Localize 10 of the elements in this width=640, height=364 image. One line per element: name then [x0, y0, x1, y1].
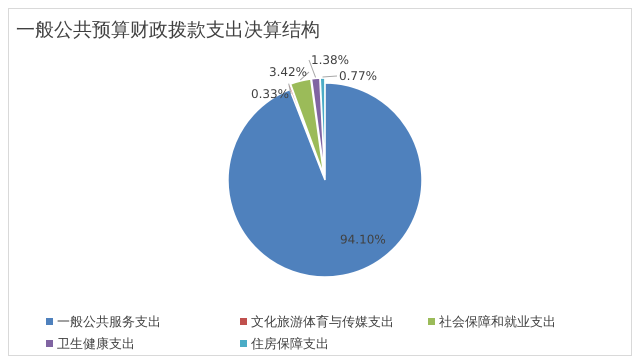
legend-label: 文化旅游体育与传媒支出: [251, 314, 394, 330]
data-label: 1.38%: [310, 53, 350, 67]
data-label: 0.77%: [338, 69, 378, 83]
legend-label: 住房保障支出: [250, 336, 329, 352]
legend-label: 卫生健康支出: [57, 337, 135, 352]
data-label: 94.10%: [340, 232, 386, 247]
legend-label: 社会保障和就业支出: [439, 315, 556, 330]
chart-title: 一般公共预算财政拨款支出决算结构: [16, 19, 320, 41]
data-label: 3.42%: [268, 65, 308, 79]
legend-label: 一般公共服务支出: [57, 315, 161, 330]
